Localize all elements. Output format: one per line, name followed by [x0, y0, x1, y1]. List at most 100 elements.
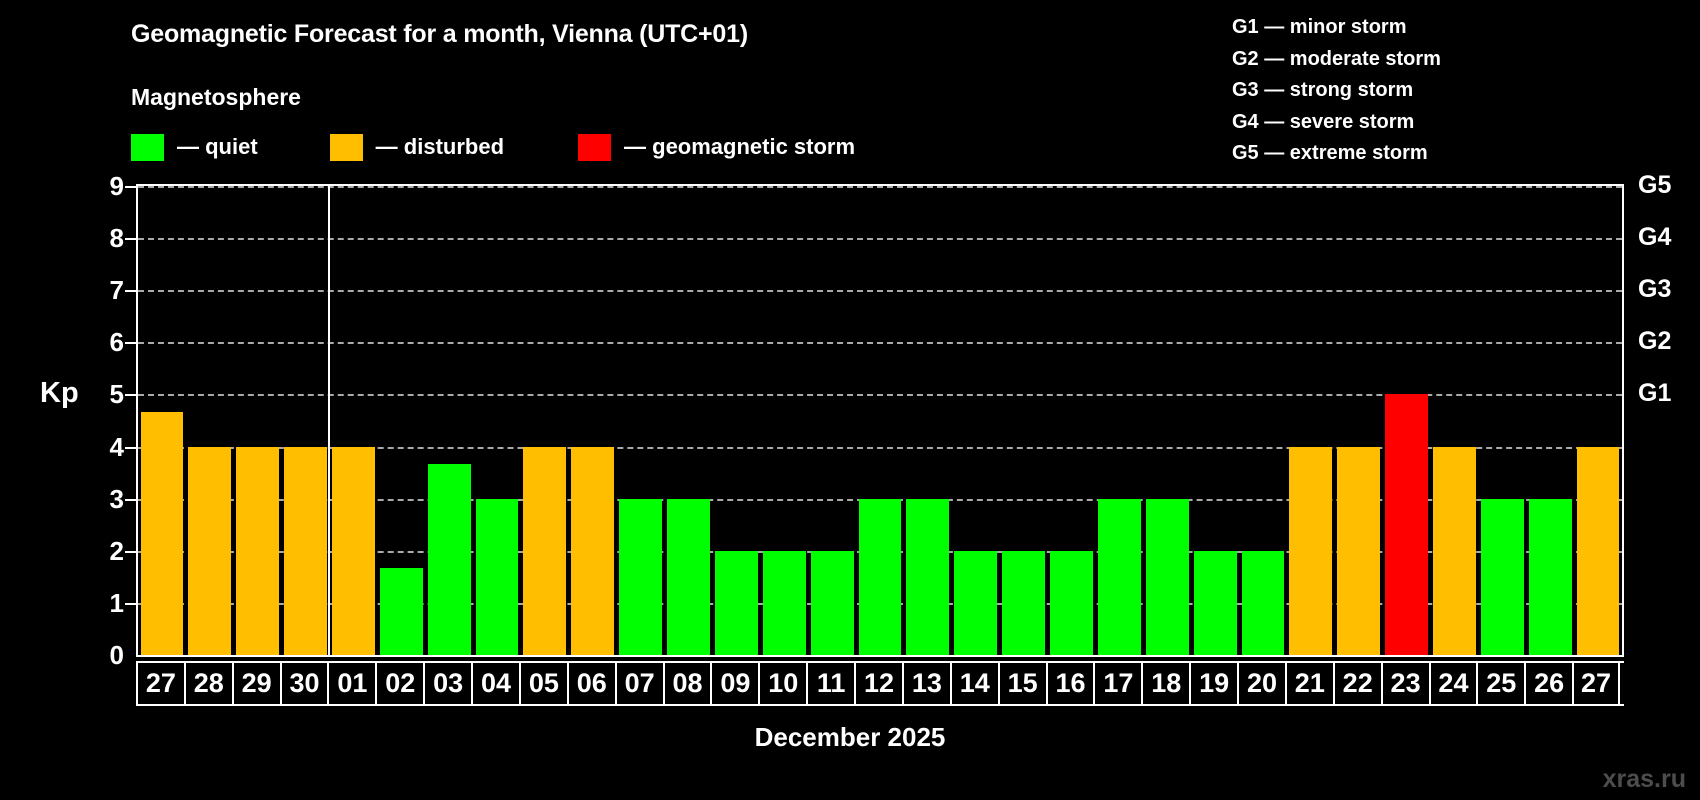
- bar-11: [810, 550, 854, 655]
- date-cell-29[interactable]: 26: [1524, 663, 1572, 704]
- legend-label-disturbed: — disturbed: [375, 134, 505, 159]
- y-tick-mark-1: [125, 602, 136, 605]
- bar-15: [1002, 550, 1046, 655]
- bar-29: [236, 446, 280, 655]
- bar-17: [1097, 498, 1141, 655]
- bar-10: [762, 550, 806, 655]
- bar-13: [906, 498, 950, 655]
- date-cell-27[interactable]: 24: [1428, 663, 1477, 704]
- date-cell-17[interactable]: 14: [949, 663, 998, 704]
- date-cell-14[interactable]: 11: [806, 663, 854, 704]
- storm-scale-legend: G1 — minor storm G2 — moderate storm G3 …: [1232, 12, 1441, 170]
- bar-12: [858, 498, 902, 655]
- bar-23: [1385, 394, 1428, 655]
- watermark: xras.ru: [1602, 765, 1686, 793]
- bar-30: [284, 446, 327, 655]
- y-tick-label-6: 6: [109, 327, 124, 358]
- date-cell-15[interactable]: 12: [854, 663, 902, 704]
- date-cell-26[interactable]: 23: [1380, 663, 1429, 704]
- gridline-kp-9: [138, 186, 1622, 188]
- date-cell-13[interactable]: 10: [758, 663, 806, 704]
- g-scale-tick-G2: G2: [1638, 327, 1672, 356]
- orange-square-icon: [329, 133, 363, 161]
- month-divider: [328, 186, 331, 655]
- bar-01: [331, 446, 375, 655]
- legend-label-storm: — geomagnetic storm: [624, 134, 856, 159]
- legend-item-quiet: — quiet: [131, 133, 258, 161]
- date-cell-11[interactable]: 08: [662, 663, 711, 704]
- gridline-kp-5: [138, 394, 1622, 397]
- bar-14: [954, 550, 998, 655]
- g-scale-tick-G4: G4: [1638, 223, 1672, 252]
- date-cell-3[interactable]: 30: [279, 663, 328, 704]
- bar-28: [188, 446, 232, 655]
- gridline-kp-6: [138, 342, 1622, 345]
- date-cell-2[interactable]: 29: [231, 663, 280, 704]
- date-cell-7[interactable]: 04: [471, 663, 519, 704]
- y-tick-label-7: 7: [109, 275, 124, 306]
- y-tick-mark-2: [125, 550, 136, 553]
- bar-18: [1145, 498, 1189, 655]
- date-cell-24[interactable]: 21: [1284, 663, 1333, 704]
- page-title: Geomagnetic Forecast for a month, Vienna…: [131, 20, 748, 48]
- bar-09: [714, 550, 758, 655]
- storm-scale-g1: G1 — minor storm: [1232, 16, 1407, 38]
- bar-02: [379, 567, 423, 655]
- bar-19: [1193, 550, 1237, 655]
- date-cell-12[interactable]: 09: [710, 663, 758, 704]
- date-cell-5[interactable]: 02: [375, 663, 423, 704]
- bar-27: [140, 411, 184, 655]
- date-cell-8[interactable]: 05: [518, 663, 567, 704]
- y-tick-mark-6: [125, 342, 136, 345]
- date-cell-1[interactable]: 28: [183, 663, 232, 704]
- bar-26: [1528, 498, 1572, 655]
- x-axis-caption: December 2025: [754, 722, 946, 752]
- date-cell-4[interactable]: 01: [327, 663, 375, 704]
- date-cell-18[interactable]: 15: [997, 663, 1046, 704]
- legend-item-disturbed: — disturbed: [329, 133, 505, 161]
- date-cell-22[interactable]: 19: [1189, 663, 1237, 704]
- y-tick-label-2: 2: [109, 535, 124, 566]
- storm-scale-g2: G2 — moderate storm: [1232, 47, 1441, 70]
- bar-05: [523, 446, 567, 655]
- x-axis-date-cells: 27 28 29 30 01 02 03 04 05 06 07 08 09 10 11 12 13 14 15 16…: [136, 661, 1624, 706]
- legend-item-storm: — geomagnetic storm: [578, 133, 856, 161]
- date-cell-23[interactable]: 20: [1237, 663, 1285, 704]
- y-tick-label-5: 5: [109, 379, 124, 410]
- green-square-icon: [131, 133, 164, 161]
- bar-07: [619, 498, 663, 655]
- date-cell-25[interactable]: 22: [1332, 663, 1381, 704]
- date-cell-6[interactable]: 03: [423, 663, 471, 704]
- gridline-kp-7: [138, 290, 1622, 293]
- bar-20: [1241, 550, 1285, 655]
- bar-04: [475, 498, 519, 655]
- date-cell-10[interactable]: 07: [614, 663, 663, 704]
- date-cell-21[interactable]: 18: [1141, 663, 1189, 704]
- y-tick-label-0: 0: [109, 640, 124, 670]
- y-axis-title: Kp: [40, 377, 79, 409]
- bar-06: [571, 446, 615, 655]
- date-cell-9[interactable]: 06: [566, 663, 615, 704]
- date-cell-0[interactable]: 27: [136, 663, 184, 704]
- y-tick-mark-7: [125, 290, 136, 293]
- bar-22: [1337, 446, 1381, 655]
- bar-25: [1480, 498, 1524, 655]
- bar-24: [1433, 446, 1476, 655]
- storm-scale-g4: G4 — severe storm: [1232, 110, 1415, 133]
- g-scale-tick-G3: G3: [1638, 275, 1672, 304]
- date-cell-20[interactable]: 17: [1093, 663, 1141, 704]
- date-cell-30[interactable]: 27: [1572, 663, 1620, 704]
- date-cell-19[interactable]: 16: [1045, 663, 1094, 704]
- g-scale-tick-G1: G1: [1638, 379, 1672, 408]
- y-tick-label-1: 1: [109, 587, 124, 618]
- date-cell-16[interactable]: 13: [901, 663, 950, 704]
- legend-heading: Magnetosphere: [131, 84, 301, 110]
- y-tick-mark-9: [125, 186, 136, 188]
- storm-scale-g3: G3 — strong storm: [1232, 79, 1414, 101]
- bar-21: [1289, 446, 1333, 655]
- y-tick-label-8: 8: [109, 223, 124, 254]
- y-tick-label-3: 3: [109, 483, 124, 514]
- y-tick-mark-8: [125, 238, 136, 241]
- date-cell-28[interactable]: 25: [1476, 663, 1524, 704]
